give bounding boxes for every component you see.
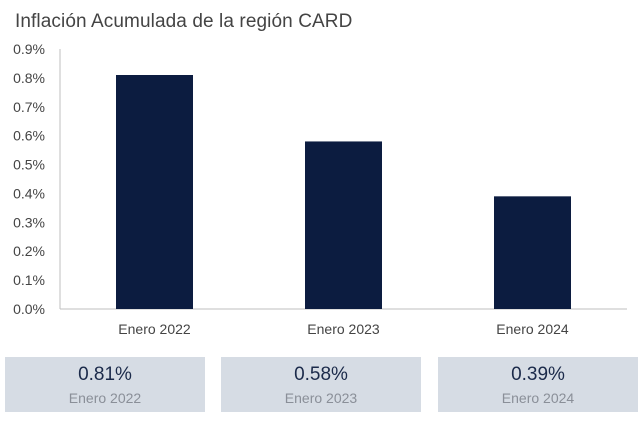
y-tick-label: 0.2%: [13, 243, 45, 259]
x-tick-label: Enero 2023: [307, 321, 380, 337]
x-tick-label: Enero 2022: [118, 321, 191, 337]
y-tick-label: 0.9%: [13, 41, 45, 57]
y-tick-label: 0.5%: [13, 157, 45, 173]
summary-card-value: 0.81%: [78, 364, 132, 385]
y-axis-ticks: 0.0% 0.1% 0.2% 0.3% 0.4% 0.5% 0.6% 0.7% 0.8% 0.9%: [13, 41, 45, 317]
y-tick-label: 0.1%: [13, 272, 45, 288]
x-tick-label: Enero 2024: [496, 321, 569, 337]
y-tick-label: 0.6%: [13, 128, 45, 144]
bar-chart: 0.0% 0.1% 0.2% 0.3% 0.4% 0.5% 0.6% 0.7% 0.8% 0.9%…: [13, 41, 627, 337]
summary-cards: 0.81% Enero 2022 0.58% Enero 2023 0.39% …: [0, 357, 640, 413]
bars: [116, 75, 571, 309]
summary-card-label: Enero 2022: [68, 390, 142, 406]
y-tick-label: 0.3%: [13, 214, 45, 230]
chart-title: Inflación Acumulada de la región CARD: [15, 11, 353, 32]
summary-card: 0.58% Enero 2023: [221, 357, 421, 412]
summary-card-value: 0.58%: [294, 364, 348, 385]
y-tick-label: 0.0%: [13, 301, 45, 317]
bar: [116, 75, 193, 309]
summary-card: 0.81% Enero 2022: [5, 357, 205, 412]
summary-card: 0.39% Enero 2024: [438, 357, 638, 412]
summary-card-value: 0.39%: [511, 364, 565, 385]
y-tick-label: 0.4%: [13, 185, 45, 201]
bar: [494, 196, 571, 309]
summary-card-label: Enero 2024: [501, 390, 575, 406]
x-axis-labels: Enero 2022 Enero 2023 Enero 2024: [118, 321, 569, 337]
y-tick-label: 0.7%: [13, 99, 45, 115]
bar: [305, 141, 382, 309]
summary-card-label: Enero 2023: [284, 390, 358, 406]
y-tick-label: 0.8%: [13, 70, 45, 86]
